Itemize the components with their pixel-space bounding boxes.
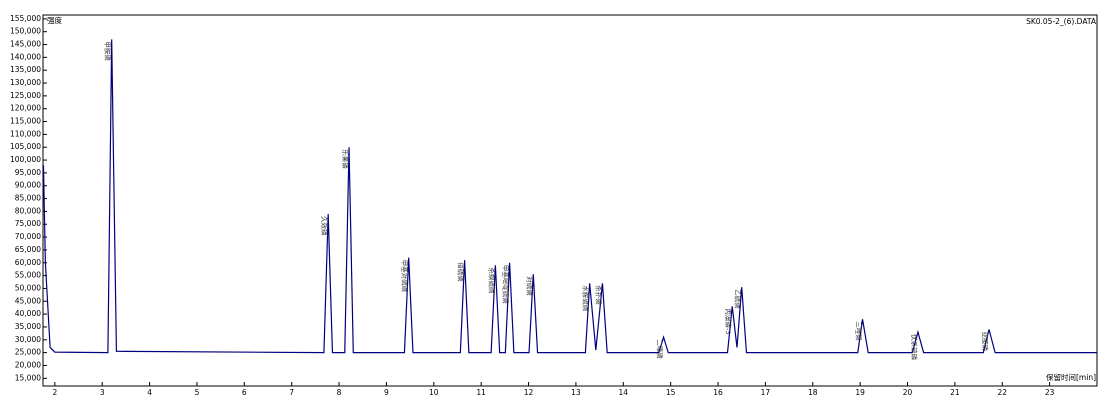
y-tick-label: 15,000 xyxy=(15,373,41,382)
y-tick-label: 35,000 xyxy=(15,322,41,331)
x-tick-label: 5 xyxy=(195,388,200,397)
peak-label: 倍硫磷 xyxy=(457,262,466,282)
peak-label: 水胺硫磷 xyxy=(582,285,591,312)
y-tick-label: 75,000 xyxy=(15,219,41,228)
x-tick-label: 2 xyxy=(52,388,57,397)
y-tick-label: 125,000 xyxy=(10,91,41,100)
y-tick-label: 105,000 xyxy=(10,142,41,151)
peak-label: 二嗪磷 xyxy=(656,339,665,359)
peak-label: 杀螟硫磷 xyxy=(487,267,496,293)
x-tick-label: 14 xyxy=(619,388,629,397)
y-tick-label: 70,000 xyxy=(15,232,41,241)
x-tick-label: 4 xyxy=(147,388,152,397)
y-tick-label: 95,000 xyxy=(15,168,41,177)
y-tick-label: 100,000 xyxy=(10,155,41,164)
peak-label: 三唑磷 xyxy=(855,321,864,341)
peak-label: 久效磷 xyxy=(320,216,329,236)
x-tick-label: 10 xyxy=(429,388,439,397)
y-tick-label: 130,000 xyxy=(10,78,41,87)
y-tick-label: 120,000 xyxy=(10,104,41,113)
x-tick-label: 9 xyxy=(384,388,389,397)
peak-label: 伏杀硫磷 xyxy=(910,334,919,361)
peak-label: 亚胺磷 xyxy=(981,332,990,352)
peak-label: 乙硫磷 xyxy=(734,289,743,309)
y-tick-label: 40,000 xyxy=(15,309,41,318)
peak-label: 甲基嘧啶硫磷 xyxy=(502,265,511,305)
y-tick-label: 110,000 xyxy=(10,129,41,138)
y-tick-label: 90,000 xyxy=(15,181,41,190)
x-tick-label: 15 xyxy=(666,388,676,397)
x-tick-label: 21 xyxy=(950,388,960,397)
x-tick-label: 3 xyxy=(100,388,105,397)
y-tick-label: 50,000 xyxy=(15,283,41,292)
x-tick-label: 22 xyxy=(997,388,1007,397)
x-tick-label: 19 xyxy=(855,388,865,397)
x-tick-label: 18 xyxy=(808,388,818,397)
y-tick-label: 55,000 xyxy=(15,271,41,280)
y-tick-label: 60,000 xyxy=(15,258,41,267)
x-tick-label: 20 xyxy=(903,388,913,397)
y-tick-label: 80,000 xyxy=(15,206,41,215)
signal-line xyxy=(42,39,1097,354)
plot-frame xyxy=(42,14,1098,387)
peak-label: 对硫磷 xyxy=(525,276,534,296)
x-tick-label: 16 xyxy=(713,388,723,397)
y-tick-label: 65,000 xyxy=(15,245,41,254)
y-tick-label: 145,000 xyxy=(10,40,41,49)
y-axis-label: 强度 xyxy=(47,15,62,25)
y-tick-label: 25,000 xyxy=(15,348,41,357)
peak-label: 甲胺磷 xyxy=(104,41,113,61)
y-tick-label: 155,000 xyxy=(10,14,41,23)
x-tick-label: 13 xyxy=(571,388,581,397)
y-tick-label: 140,000 xyxy=(10,52,41,61)
y-tick-label: 20,000 xyxy=(15,360,41,369)
y-tick-label: 30,000 xyxy=(15,335,41,344)
peak-label: 杀扑磷 xyxy=(594,285,603,305)
x-tick-label: 11 xyxy=(476,388,486,397)
x-tick-label: 8 xyxy=(337,388,342,397)
x-axis-label: 保留时间[min] xyxy=(1046,372,1096,382)
y-tick-label: 150,000 xyxy=(10,27,41,36)
x-tick-label: 7 xyxy=(289,388,294,397)
peak-label: 甲基对硫磷 xyxy=(401,260,410,293)
peak-label: 丙溴磷-3 xyxy=(724,308,733,334)
peak-label: 乐果磷 xyxy=(341,149,350,169)
x-tick-label: 12 xyxy=(524,388,534,397)
subtitle: SK0.05-2_(6).DATA xyxy=(1026,17,1097,26)
y-tick-label: 135,000 xyxy=(10,65,41,74)
y-tick-label: 115,000 xyxy=(10,117,41,126)
y-tick-label: 45,000 xyxy=(15,296,41,305)
y-tick-label: 85,000 xyxy=(15,194,41,203)
x-tick-label: 23 xyxy=(1045,388,1055,397)
x-tick-label: 17 xyxy=(761,388,771,397)
x-tick-label: 6 xyxy=(242,388,247,397)
